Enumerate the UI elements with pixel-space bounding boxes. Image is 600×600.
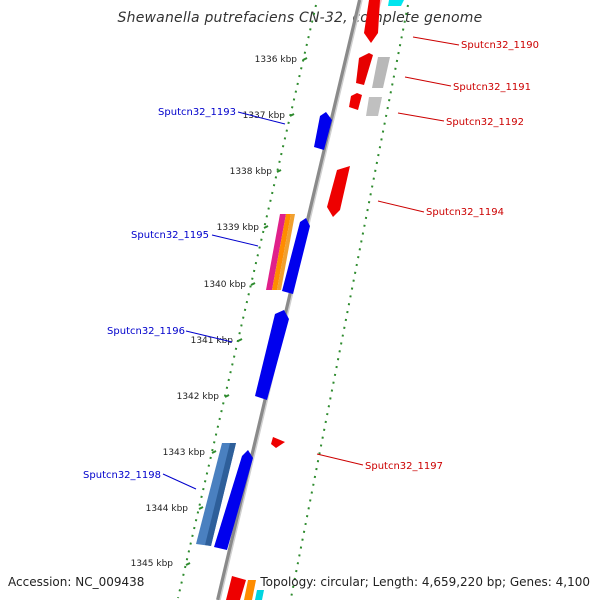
gene-sputcn32-1195-orange: [272, 214, 291, 290]
gene-orange-bottom: [244, 580, 256, 600]
tick-label: 1343 kbp: [163, 448, 206, 458]
gene-label-sputcn32-1197[interactable]: Sputcn32_1197: [365, 461, 443, 472]
gene-cyan-top: [388, 0, 404, 6]
gene-sputcn32-1190: [364, 0, 380, 43]
gene-sputcn32-1192: [349, 93, 362, 110]
genome-backbone-shadow: [219, 0, 363, 600]
outer-tick-track: [290, 4, 409, 599]
gene-sputcn32-1198-shade: [205, 443, 236, 546]
gene-label-sputcn32-1193[interactable]: Sputcn32_1193: [158, 107, 236, 118]
tick-label: 1344 kbp: [146, 504, 189, 514]
gene-sputcn32-1193: [314, 112, 332, 150]
tick-label: 1339 kbp: [217, 223, 260, 233]
genome-backbone: [216, 0, 362, 600]
map-title: Shewanella putrefaciens CN-32, complete …: [117, 10, 483, 26]
gene-label-sputcn32-1191[interactable]: Sputcn32_1191: [453, 82, 531, 93]
tick-label: 1338 kbp: [230, 167, 273, 177]
tick-label: 1336 kbp: [255, 55, 298, 65]
gene-sputcn32-1195-magenta: [266, 214, 286, 290]
gene-label-sputcn32-1190[interactable]: Sputcn32_1190: [461, 40, 539, 51]
tick-label: 1337 kbp: [243, 111, 286, 121]
forward-genes: [196, 112, 332, 550]
gene-forward-blue-1198b: [214, 450, 253, 550]
inner-tick-track: [177, 4, 317, 599]
gene-label-sputcn32-1195[interactable]: Sputcn32_1195: [131, 230, 209, 241]
tick-label: 1340 kbp: [204, 280, 247, 290]
gene-forward-blue-1195b: [282, 218, 310, 294]
gene-pseudo-1192: [366, 97, 382, 116]
tick-label: 1342 kbp: [177, 392, 220, 402]
accession-label: Accession: NC_009438: [8, 575, 145, 589]
gene-label-sputcn32-1194[interactable]: Sputcn32_1194: [426, 207, 504, 218]
topology-label: Topology: circular; Length: 4,659,220 bp…: [260, 575, 590, 589]
gene-sputcn32-1195-gold: [277, 214, 295, 290]
gene-sputcn32-1197: [271, 437, 285, 448]
gene-sputcn32-1196: [255, 310, 289, 400]
tick-label: 1345 kbp: [131, 559, 174, 569]
kbp-tick-marks: [185, 57, 308, 566]
reverse-genes: [226, 0, 404, 600]
gene-label-sputcn32-1196[interactable]: Sputcn32_1196: [107, 326, 185, 337]
gene-red-bottom: [226, 576, 246, 600]
leader-lines: [162, 36, 460, 490]
gene-sputcn32-1194: [327, 166, 350, 217]
gene-cyan-bottom: [255, 590, 264, 600]
gene-pseudo-1191: [372, 57, 390, 88]
gene-label-sputcn32-1192[interactable]: Sputcn32_1192: [446, 117, 524, 128]
tick-label: 1341 kbp: [191, 336, 234, 346]
gene-sputcn32-1191: [356, 53, 373, 85]
gene-label-sputcn32-1198[interactable]: Sputcn32_1198: [83, 470, 161, 481]
